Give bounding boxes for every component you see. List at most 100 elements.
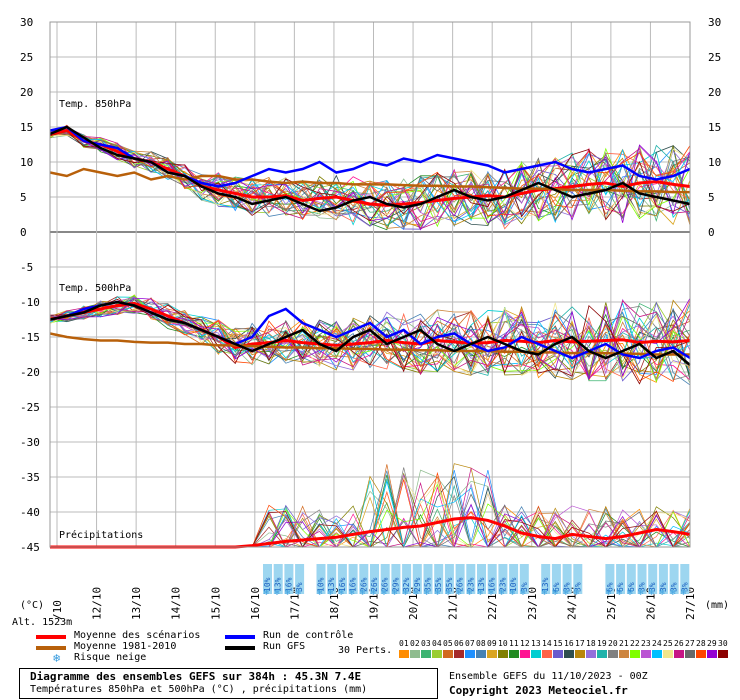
- member-color-swatch: [410, 650, 420, 658]
- member-number: 12: [520, 639, 530, 648]
- member-number: 13: [531, 639, 541, 648]
- member-number: 17: [575, 639, 585, 648]
- member-number: 27: [685, 639, 695, 648]
- snowflake-icon: ❄: [541, 588, 548, 597]
- run-info: Ensemble GEFS du 11/10/2023 - 00Z: [449, 671, 648, 682]
- chart-axes: 30752570206515601055550045-540-1035-1530…: [20, 16, 721, 620]
- snow-risk-value: 26%: [359, 577, 368, 592]
- member-number: 10: [498, 639, 508, 648]
- x-tick-label: 15/10: [209, 587, 222, 620]
- y-right-unit: (mm): [705, 600, 730, 611]
- snowflake-icon: ❄: [338, 588, 345, 597]
- member-color-swatch: [465, 650, 475, 658]
- member-t850-line: [49, 128, 691, 231]
- snowflake-icon: ❄: [466, 588, 473, 597]
- snow-risk-value: 3%: [520, 582, 529, 592]
- snow-risk-value: 35%: [424, 577, 433, 592]
- y-left-tick: -10: [20, 296, 40, 309]
- member-number: 16: [564, 639, 574, 648]
- snow-risk-cell: [284, 564, 294, 594]
- snowflake-icon: ❄: [274, 588, 281, 597]
- snow-risk-cell: [519, 564, 529, 594]
- snowflake-icon: ❄: [659, 588, 666, 597]
- member-number: 18: [586, 639, 596, 648]
- x-tick-label: 21/10: [447, 587, 460, 620]
- snow-risk-cell: [573, 564, 583, 594]
- y-left-tick: -30: [20, 436, 40, 449]
- precip-panel-label: Précipitations: [59, 530, 144, 541]
- member-color-swatch: [674, 650, 684, 658]
- snow-risk-cell: [626, 564, 636, 594]
- snow-risk-value: 10%: [317, 577, 326, 592]
- series-t850-line: [49, 125, 691, 213]
- member-t850-line: [49, 129, 691, 229]
- snowflake-icon: ❄: [317, 588, 324, 597]
- member-number: 28: [696, 639, 706, 648]
- member-color-swatch: [641, 650, 651, 658]
- member-color-swatch: [421, 650, 431, 658]
- ensemble-members: [49, 124, 691, 549]
- snow-risk-value: 3%: [295, 582, 304, 592]
- series-t500-line: [49, 301, 691, 350]
- snow-risk-value: 23%: [466, 577, 475, 592]
- member-precip-line: [50, 504, 690, 548]
- member-t500-line: [49, 295, 691, 381]
- x-tick-label: 19/10: [368, 587, 381, 620]
- snowflake-icon: ❄: [552, 588, 559, 597]
- y-left-tick: 5: [20, 191, 27, 204]
- member-number: 21: [619, 639, 629, 648]
- member-t850-line: [49, 132, 691, 228]
- snowflake-icon: ❄: [284, 588, 291, 597]
- member-t850-line: [49, 130, 691, 229]
- snowflake-icon: ❄: [263, 588, 270, 597]
- snow-risk-cell: [327, 564, 337, 594]
- member-number: 09: [487, 639, 497, 648]
- main-series: [49, 125, 691, 549]
- members-legend: 01 02 03 04 05 06 07 08 09 10 11 12 13 14 15 16 17 18 19 20…: [399, 639, 731, 659]
- y-right-tick: 20: [708, 86, 721, 99]
- snow-risk-value: 16%: [488, 577, 497, 592]
- snow-risk-value: 13%: [541, 577, 550, 592]
- member-number: 05: [443, 639, 453, 648]
- snow-risk-value: 32%: [402, 577, 411, 592]
- snow-risk-cell: [669, 564, 679, 594]
- t850-panel-label: Temp. 850hPa: [59, 99, 132, 110]
- legend-swatch-gfs: [225, 646, 255, 650]
- y-left-tick: -45: [20, 541, 40, 554]
- snowflake-icon: ❄: [627, 588, 634, 597]
- y-left-tick: -35: [20, 471, 40, 484]
- snow-risk-value: 10%: [263, 577, 272, 592]
- snow-risk-value: 35%: [434, 577, 443, 592]
- snow-risk-value: 3%: [648, 582, 657, 592]
- snowflake-icon: ❄: [498, 588, 505, 597]
- snow-risk-value: 13%: [477, 577, 486, 592]
- snowflake-icon: ❄: [53, 651, 61, 665]
- snowflake-icon: ❄: [477, 588, 484, 597]
- snowflake-icon: ❄: [680, 588, 687, 597]
- series-t850-line: [49, 167, 690, 194]
- snowflake-icon: ❄: [295, 588, 302, 597]
- snow-risk-value: 16%: [338, 577, 347, 592]
- y-left-tick: 0: [20, 226, 27, 239]
- snowflake-icon: ❄: [349, 588, 356, 597]
- member-number: 04: [432, 639, 442, 648]
- y-left-tick: 10: [20, 156, 33, 169]
- altitude-label: Alt. 1523m: [12, 617, 73, 628]
- footer-title: Diagramme des ensembles GEFS sur 384h : …: [30, 670, 362, 683]
- snowflake-icon: ❄: [648, 588, 655, 597]
- copyright: Copyright 2023 Meteociel.fr: [449, 684, 628, 697]
- member-number: 26: [674, 639, 684, 648]
- member-number: 03: [421, 639, 431, 648]
- snow-risk-value: 3%: [563, 582, 572, 592]
- snow-risk-value: 6%: [552, 582, 561, 592]
- y-left-unit: (°C): [20, 600, 45, 611]
- y-right-tick: 25: [708, 51, 721, 64]
- member-number: 20: [608, 639, 618, 648]
- snow-risk-cell: [434, 564, 444, 594]
- snow-risk-cell: [455, 564, 465, 594]
- series-t500-line: [49, 300, 691, 366]
- snow-risk-value: 3%: [573, 582, 582, 592]
- member-color-swatch: [498, 650, 508, 658]
- x-tick-label: 24/10: [565, 587, 578, 620]
